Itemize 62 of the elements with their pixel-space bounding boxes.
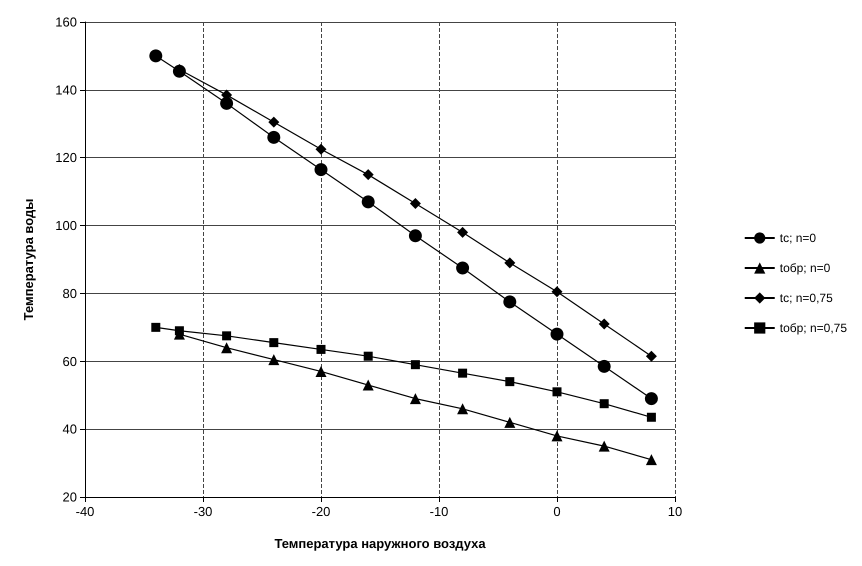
legend-label: tобр; n=0 [780, 261, 831, 275]
y-tick-label: 20 [62, 490, 77, 504]
point [362, 195, 375, 208]
point [646, 454, 657, 466]
point [644, 392, 658, 406]
y-tick-label: 160 [55, 14, 77, 30]
y-tick-label: 140 [55, 82, 77, 98]
point [220, 96, 234, 110]
point [410, 393, 421, 404]
point [408, 229, 422, 242]
point [600, 399, 609, 408]
point [550, 328, 564, 341]
point [552, 430, 562, 442]
point [316, 344, 326, 354]
x-tick-label: -40 [76, 504, 94, 519]
y-tick-label: 120 [55, 150, 77, 166]
point [598, 318, 610, 330]
point [646, 412, 656, 422]
point [364, 352, 373, 361]
point [174, 326, 184, 336]
x-axis-title: Температура наружного воздуха [274, 536, 486, 551]
y-axis-title: Температура воды [21, 198, 36, 320]
point [598, 360, 611, 373]
point [504, 416, 516, 428]
legend-label: tc; n=0 [780, 231, 816, 245]
point [314, 163, 328, 176]
point [222, 331, 232, 340]
point [151, 322, 160, 332]
point [458, 368, 468, 378]
point [503, 295, 516, 308]
point [504, 257, 516, 268]
y-tick-label: 100 [55, 218, 77, 234]
y-tick-label: 80 [62, 286, 77, 301]
point [267, 130, 280, 144]
x-tick-label: 0 [553, 504, 561, 519]
point [410, 198, 421, 210]
x-tick-label: -10 [430, 504, 448, 519]
x-tick-label: -30 [194, 504, 212, 519]
point [268, 116, 280, 128]
point [598, 440, 610, 452]
point [646, 350, 657, 362]
point [505, 377, 514, 386]
y-tick-label: 40 [62, 422, 77, 437]
point [316, 144, 326, 155]
point [362, 380, 374, 391]
point [362, 169, 374, 180]
point [410, 360, 420, 370]
point [221, 342, 232, 354]
x-tick-label: -20 [312, 504, 330, 519]
legend-label: tc; n=0,75 [780, 291, 834, 305]
point [552, 387, 562, 396]
x-tick-label: 10 [668, 504, 682, 519]
point [552, 286, 562, 298]
legend-label: tобр; n=0,75 [780, 321, 848, 335]
point [456, 261, 470, 274]
point [268, 354, 280, 366]
point [149, 49, 162, 62]
point [457, 226, 468, 238]
point [457, 403, 468, 414]
point [269, 338, 278, 348]
point [316, 366, 326, 377]
y-tick-label: 60 [62, 354, 77, 369]
